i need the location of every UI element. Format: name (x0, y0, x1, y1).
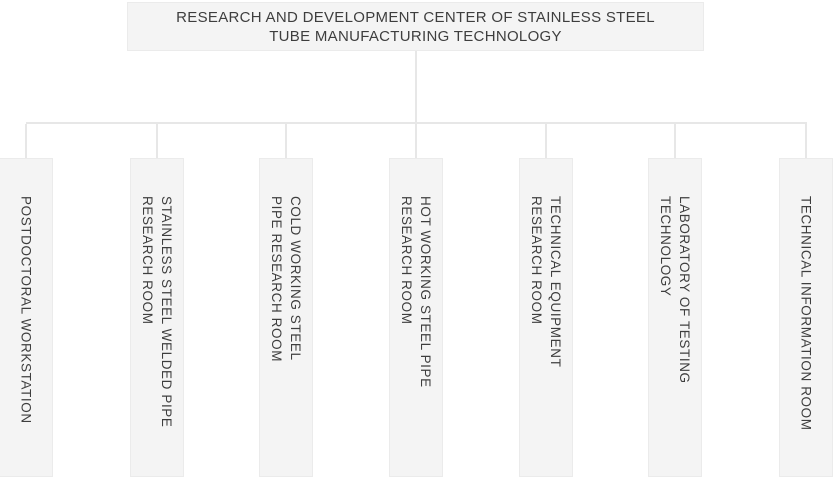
connector-drop-4 (415, 124, 417, 159)
dept-node-hot-working-steel-pipe: HOT WORKING STEEL PIPE RESEARCH ROOM (389, 158, 443, 477)
connector-drop-5 (545, 124, 547, 159)
connector-drop-6 (674, 124, 676, 159)
dept-node-label: HOT WORKING STEEL PIPE RESEARCH ROOM (399, 196, 433, 388)
dept-node-cold-working-steel-pipe: COLD WORKING STEEL PIPE RESEARCH ROOM (259, 158, 313, 477)
connector-rail (26, 122, 807, 124)
dept-node-postdoctoral-workstation: POSTDOCTORAL WORKSTATION (0, 158, 53, 477)
connector-drop-1 (25, 124, 27, 159)
dept-node-stainless-steel-welded-pipe: STAINLESS STEEL WELDED PIPE RESEARCH ROO… (130, 158, 184, 477)
dept-node-label: POSTDOCTORAL WORKSTATION (18, 196, 34, 424)
dept-node-technical-information: TECHNICAL INFORMATION ROOM (779, 158, 833, 477)
root-node: RESEARCH AND DEVELOPMENT CENTER OF STAIN… (127, 2, 704, 51)
dept-node-technical-equipment: TECHNICAL EQUIPMENT RESEARCH ROOM (519, 158, 573, 477)
connector-drop-2 (156, 124, 158, 159)
connector-root-stem (415, 51, 417, 124)
dept-node-label: LABORATORY OF TESTING TECHNOLOGY (658, 196, 692, 384)
connector-drop-3 (285, 124, 287, 159)
dept-node-label: TECHNICAL INFORMATION ROOM (798, 196, 814, 431)
root-node-label: RESEARCH AND DEVELOPMENT CENTER OF STAIN… (176, 8, 655, 45)
connector-drop-7 (805, 124, 807, 159)
dept-node-label: COLD WORKING STEEL PIPE RESEARCH ROOM (269, 196, 303, 363)
dept-node-label: TECHNICAL EQUIPMENT RESEARCH ROOM (529, 196, 563, 368)
dept-node-laboratory-of-testing: LABORATORY OF TESTING TECHNOLOGY (648, 158, 702, 477)
dept-node-label: STAINLESS STEEL WELDED PIPE RESEARCH ROO… (140, 196, 174, 428)
